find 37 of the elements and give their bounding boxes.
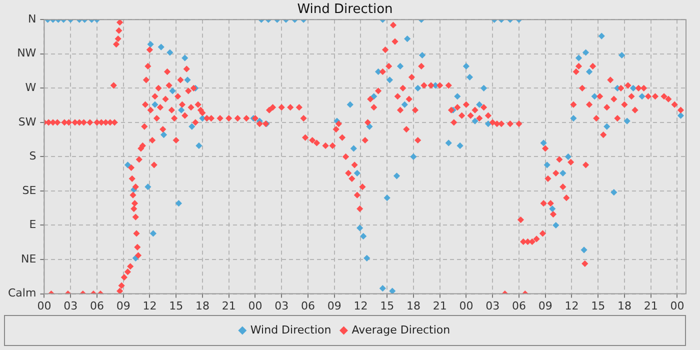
x-tick-label: 03 bbox=[486, 299, 500, 312]
category-label: W bbox=[25, 81, 36, 94]
x-tick-label: 12 bbox=[564, 299, 579, 312]
x-tick-label: 00 bbox=[459, 299, 474, 312]
category-label: E bbox=[29, 218, 36, 232]
category-label: NW bbox=[17, 46, 36, 60]
category-label: SE bbox=[22, 184, 36, 197]
x-tick-label: 09 bbox=[327, 299, 342, 312]
x-tick-label: 00 bbox=[670, 299, 684, 312]
category-label: S bbox=[29, 150, 36, 163]
x-tick-label: 06 bbox=[90, 299, 104, 312]
x-tick-label: 15 bbox=[380, 299, 394, 312]
legend-label: Average Direction bbox=[352, 323, 450, 336]
category-label: Calm bbox=[8, 286, 36, 300]
x-tick-label: 00 bbox=[37, 299, 52, 312]
x-tick-label: 21 bbox=[222, 299, 236, 312]
category-label: N bbox=[28, 12, 36, 26]
x-tick-label: 15 bbox=[591, 299, 606, 312]
x-tick-label: 18 bbox=[617, 299, 632, 312]
x-tick-label: 21 bbox=[644, 299, 658, 312]
x-tick-label: 03 bbox=[274, 299, 289, 312]
category-label: NE bbox=[21, 252, 36, 266]
x-tick-label: 09 bbox=[116, 299, 130, 312]
x-tick-label: 18 bbox=[406, 299, 420, 312]
x-tick-label: 03 bbox=[64, 299, 78, 312]
x-tick-label: 18 bbox=[195, 299, 210, 312]
x-tick-label: 12 bbox=[354, 299, 368, 312]
legend-label: Wind Direction bbox=[250, 323, 332, 336]
x-tick-label: 15 bbox=[169, 299, 184, 312]
x-tick-label: 06 bbox=[512, 299, 526, 312]
x-tick-label: 09 bbox=[538, 299, 552, 312]
x-tick-label: 21 bbox=[432, 299, 447, 312]
x-tick-label: 12 bbox=[142, 299, 157, 312]
chart-title: Wind Direction bbox=[297, 2, 393, 18]
category-label: SW bbox=[18, 115, 36, 128]
x-tick-label: 00 bbox=[248, 299, 262, 312]
x-tick-label: 06 bbox=[300, 299, 315, 312]
